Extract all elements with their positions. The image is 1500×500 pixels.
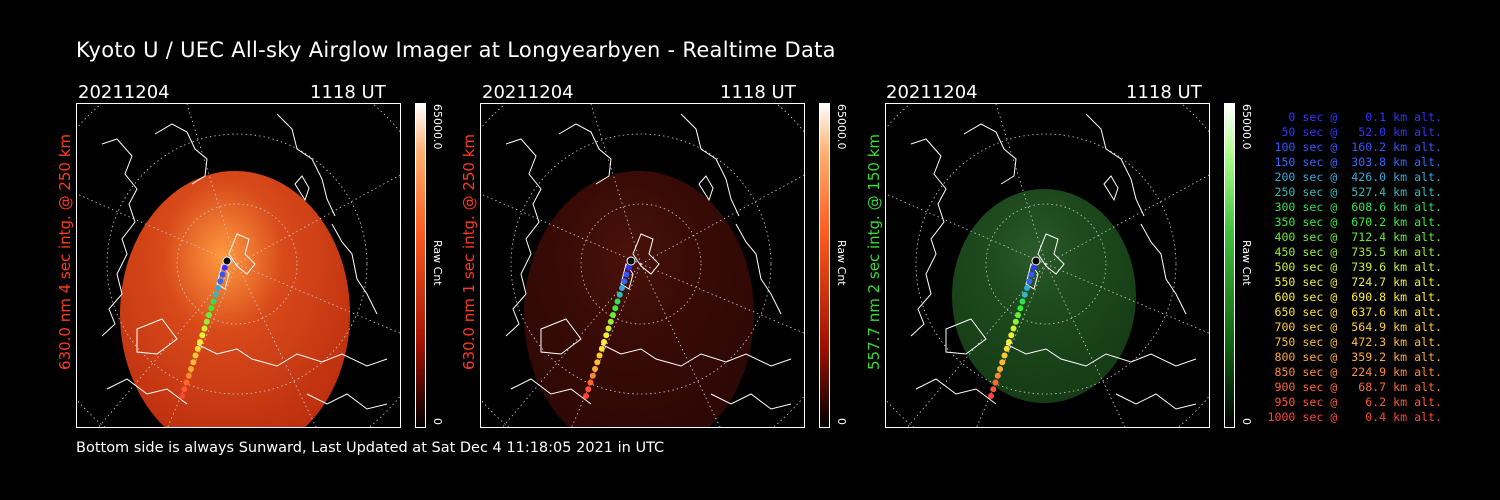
panel3-time: 1118 UT bbox=[1126, 82, 1202, 103]
legend-row: 650 sec @ 637.6 km alt. bbox=[1267, 305, 1442, 319]
panel3-map bbox=[886, 104, 1209, 427]
trajectory-legend: 0 sec @ 0.1 km alt. 50 sec @ 52.0 km alt… bbox=[1262, 110, 1442, 425]
legend-row: 750 sec @ 472.3 km alt. bbox=[1267, 335, 1442, 349]
panel3-cbar-max: 65000.0 bbox=[1240, 104, 1253, 150]
panel1-image bbox=[76, 103, 401, 428]
legend-row: 950 sec @ 6.2 km alt. bbox=[1267, 395, 1442, 409]
legend-row: 550 sec @ 724.7 km alt. bbox=[1267, 275, 1442, 289]
legend-row: 500 sec @ 739.6 km alt. bbox=[1267, 260, 1442, 274]
panel2-image bbox=[480, 103, 805, 428]
panel1-cbar-min: 0 bbox=[431, 418, 444, 425]
legend-row: 350 sec @ 670.2 km alt. bbox=[1267, 215, 1442, 229]
legend-row: 250 sec @ 527.4 km alt. bbox=[1267, 185, 1442, 199]
legend-row: 150 sec @ 303.8 km alt. bbox=[1267, 155, 1442, 169]
legend-row: 600 sec @ 690.8 km alt. bbox=[1267, 290, 1442, 304]
panel2-cbar-label: Raw Cnt bbox=[835, 240, 848, 286]
panel1-cbar-max: 65000.0 bbox=[431, 104, 444, 150]
legend-row: 800 sec @ 359.2 km alt. bbox=[1267, 350, 1442, 364]
panel2-cbar-max: 65000.0 bbox=[835, 104, 848, 150]
legend-row: 450 sec @ 735.5 km alt. bbox=[1267, 245, 1442, 259]
legend-row: 50 sec @ 52.0 km alt. bbox=[1267, 125, 1442, 139]
footer-status: Bottom side is always Sunward, Last Upda… bbox=[76, 440, 665, 456]
panel1-date: 20211204 bbox=[78, 82, 170, 103]
panel3-colorbar bbox=[1224, 103, 1235, 428]
panel3-ylabel: 557.7 nm 2 sec intg. @ 150 km bbox=[865, 133, 883, 370]
panel2-cbar-min: 0 bbox=[835, 418, 848, 425]
legend-row: 700 sec @ 564.9 km alt. bbox=[1267, 320, 1442, 334]
panel2-colorbar bbox=[819, 103, 830, 428]
panel3-cbar-label: Raw Cnt bbox=[1240, 240, 1253, 286]
panel1-map bbox=[77, 104, 400, 427]
panel1-ylabel: 630.0 nm 4 sec intg. @ 250 km bbox=[56, 133, 74, 370]
legend-row: 850 sec @ 224.9 km alt. bbox=[1267, 365, 1442, 379]
legend-row: 0 sec @ 0.1 km alt. bbox=[1267, 110, 1442, 124]
page-title: Kyoto U / UEC All-sky Airglow Imager at … bbox=[76, 38, 836, 62]
legend-row: 400 sec @ 712.4 km alt. bbox=[1267, 230, 1442, 244]
panel2-time: 1118 UT bbox=[720, 82, 796, 103]
legend-row: 1000 sec @ 0.4 km alt. bbox=[1267, 410, 1442, 424]
panel3-image bbox=[885, 103, 1210, 428]
panel2-date: 20211204 bbox=[482, 82, 574, 103]
legend-row: 100 sec @ 160.2 km alt. bbox=[1267, 140, 1442, 154]
panel1-colorbar bbox=[415, 103, 426, 428]
panel2-map bbox=[481, 104, 804, 427]
legend-row: 300 sec @ 608.6 km alt. bbox=[1267, 200, 1442, 214]
legend-row: 900 sec @ 68.7 km alt. bbox=[1267, 380, 1442, 394]
panel3-cbar-min: 0 bbox=[1240, 418, 1253, 425]
legend-row: 200 sec @ 426.0 km alt. bbox=[1267, 170, 1442, 184]
panel1-cbar-label: Raw Cnt bbox=[431, 240, 444, 286]
panel1-time: 1118 UT bbox=[310, 82, 386, 103]
panel2-ylabel: 630.0 nm 1 sec intg. @ 250 km bbox=[460, 133, 478, 370]
panel3-date: 20211204 bbox=[886, 82, 978, 103]
